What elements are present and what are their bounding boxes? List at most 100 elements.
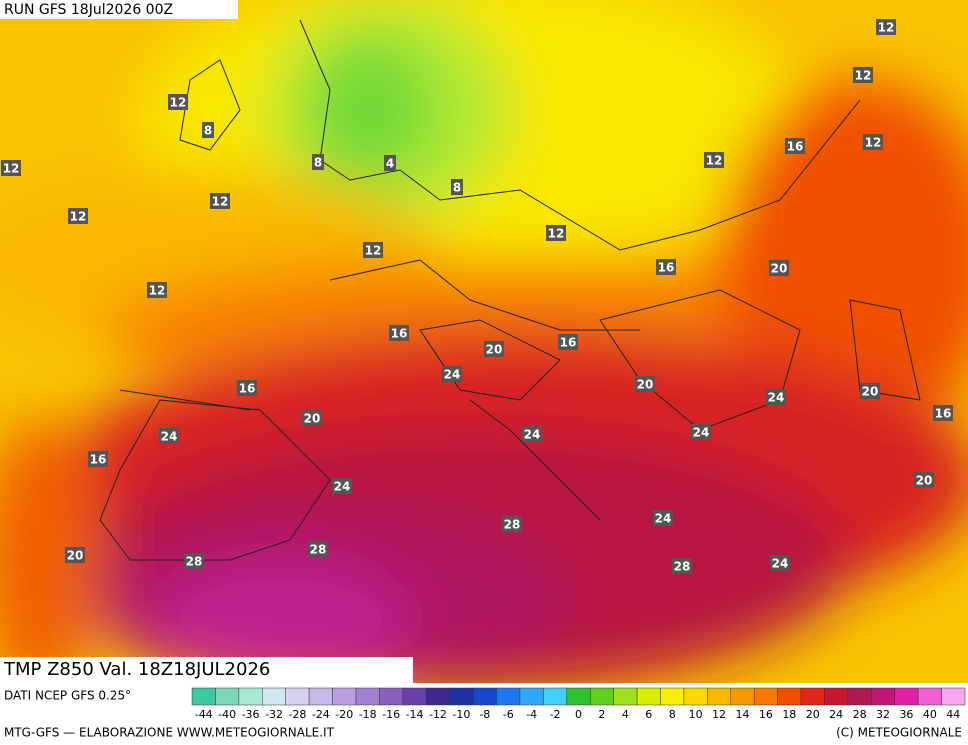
map-field [0, 0, 968, 700]
field-label: TMP Z850 Val. 18Z18JUL2026 [3, 659, 270, 680]
legend-label: -28 [288, 708, 306, 721]
contour-label: 12 [706, 154, 723, 168]
contour-label-box [389, 325, 409, 341]
contour-label-box [770, 555, 790, 571]
legend-label: -6 [503, 708, 514, 721]
contour-label: 20 [862, 385, 879, 399]
contour-label-box [451, 179, 463, 195]
contour-label-box [635, 376, 655, 392]
legend-swatch [215, 687, 240, 706]
contour-label: 16 [391, 327, 408, 341]
legend-swatch [753, 687, 778, 706]
contour-label-box [863, 134, 883, 150]
contour-label: 20 [771, 262, 788, 276]
contour-label-box [65, 547, 85, 563]
contour-label-box [168, 94, 188, 110]
legend-label: 40 [923, 708, 937, 721]
contour-label: 28 [674, 560, 691, 574]
contour-label: 12 [149, 284, 166, 298]
copyright-label: (C) METEOGIORNALE [836, 726, 962, 740]
legend-swatch [285, 687, 310, 706]
contour-label: 16 [787, 140, 804, 154]
legend-label: 36 [899, 708, 913, 721]
contour-label-box [860, 383, 880, 399]
legend-label: -44 [195, 708, 213, 721]
contour-label-box [147, 282, 167, 298]
legend-swatch [308, 687, 333, 706]
legend-swatch [449, 687, 474, 706]
legend-swatch [332, 687, 357, 706]
legend-swatch [425, 687, 450, 706]
legend-swatch [472, 687, 497, 706]
contour-label: 16 [560, 336, 577, 350]
legend-label: -32 [265, 708, 283, 721]
legend-label: 16 [759, 708, 773, 721]
legend-label: 24 [829, 708, 843, 721]
legend-swatch [262, 687, 286, 706]
contour-label: 20 [637, 378, 654, 392]
legend-swatch [707, 687, 732, 706]
legend-swatch [519, 687, 544, 706]
legend-label: 18 [782, 708, 796, 721]
contour-label: 24 [655, 512, 672, 526]
contour-label-box [312, 154, 324, 170]
contour-label: 28 [310, 543, 327, 557]
contour-label-box [522, 426, 542, 442]
legend-label: -14 [406, 708, 424, 721]
color-legend: -44 -40 -36 -32 -28 -24 -20 -18 -16 -14 -12 -10 -8 -6… [191, 687, 966, 721]
contour-label-box [302, 410, 322, 426]
contour-label: 20 [916, 474, 933, 488]
contour-label: 12 [70, 210, 87, 224]
legend-swatch [496, 687, 521, 706]
legend-swatch [636, 687, 661, 706]
contour-label-box [546, 225, 566, 241]
contour-label: 12 [548, 227, 565, 241]
contour-label: 8 [204, 124, 212, 138]
contour-label: 8 [453, 181, 461, 195]
legend-label: -36 [242, 708, 260, 721]
legend-swatch [355, 687, 380, 706]
contour-label: 12 [865, 136, 882, 150]
contour-label-box [159, 428, 179, 444]
contour-label: 12 [212, 195, 229, 209]
legend-label: -24 [312, 708, 330, 721]
contour-label-box [691, 424, 711, 440]
legend-label: -40 [218, 708, 236, 721]
legend-label: 6 [645, 708, 652, 721]
credit-label: MTG-GFS — ELABORAZIONE WWW.METEOGIORNALE… [4, 726, 335, 740]
contour-label: 24 [334, 480, 351, 494]
legend-label: 44 [946, 708, 960, 721]
contour-label-box [785, 138, 805, 154]
legend-swatch [566, 687, 591, 706]
legend-label: 2 [598, 708, 605, 721]
legend-label: 4 [622, 708, 629, 721]
contour-label: 8 [314, 156, 322, 170]
contour-label: 20 [486, 343, 503, 357]
contour-label-box [502, 516, 522, 532]
contour-label: 4 [386, 157, 394, 171]
contour-label-box [704, 152, 724, 168]
legend-label: -2 [550, 708, 561, 721]
legend-label: 12 [712, 708, 726, 721]
contour-label: 16 [658, 261, 675, 275]
contour-label-box [656, 259, 676, 275]
header-box [0, 0, 238, 19]
contour-label: 24 [768, 391, 785, 405]
legend-swatch [589, 687, 614, 706]
legend-swatch [660, 687, 685, 706]
legend-swatch [800, 687, 825, 706]
contour-label-box [68, 208, 88, 224]
legend-swatch [894, 687, 919, 706]
legend-label: -4 [526, 708, 537, 721]
legend-label: 32 [876, 708, 890, 721]
contour-label-box [363, 242, 383, 258]
legend-swatch [730, 687, 755, 706]
contour-label-box [442, 366, 462, 382]
field-box [0, 657, 413, 683]
legend-label: -10 [452, 708, 470, 721]
contour-label: 24 [444, 368, 461, 382]
contour-label-box [308, 541, 328, 557]
run-label: RUN GFS 18Jul2026 00Z [4, 2, 173, 18]
contour-label-box [237, 380, 257, 396]
contour-label: 24 [161, 430, 178, 444]
